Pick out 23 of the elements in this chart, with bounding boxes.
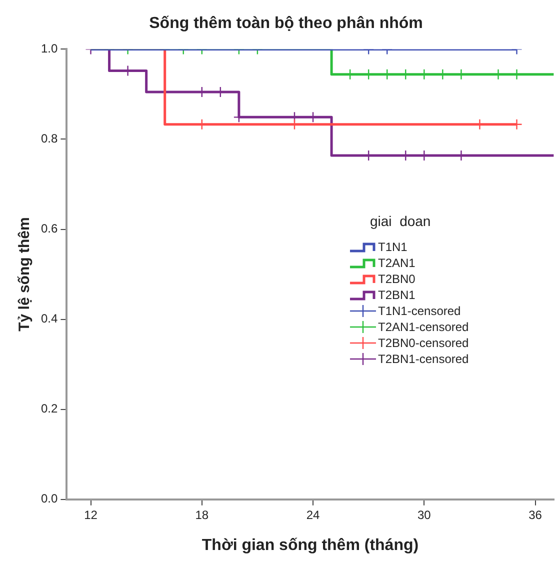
y-tick-label: 0.8	[40, 132, 58, 146]
legend-label: T2AN1-censored	[378, 319, 469, 335]
legend-label: T2AN1	[378, 255, 416, 271]
legend-label: T2BN0-censored	[378, 335, 469, 351]
x-axis-title: Thời gian sống thêm (tháng)	[202, 536, 419, 554]
y-tick-label: 0.6	[40, 222, 58, 236]
legend-label: T2BN1	[378, 287, 416, 303]
legend-label: T1N1-censored	[378, 303, 461, 319]
legend-label: T2BN0	[378, 271, 416, 287]
chart-title: Sống thêm toàn bộ theo phân nhóm	[149, 15, 423, 32]
x-tick-label: 18	[195, 508, 209, 522]
y-axis-title: Tỷ lệ sống thêm	[16, 217, 34, 332]
x-tick-label: 12	[84, 508, 98, 522]
legend-title: giai doan	[370, 213, 432, 229]
legend-label: T1N1	[378, 239, 408, 255]
legend-label: T2BN1-censored	[378, 351, 469, 367]
y-tick-label: 0.0	[40, 492, 58, 506]
y-tick-label: 0.2	[40, 402, 58, 416]
x-tick-label: 24	[306, 508, 320, 522]
x-tick-label: 30	[417, 508, 432, 522]
x-tick-label: 36	[528, 508, 542, 522]
y-tick-label: 0.4	[40, 312, 58, 326]
y-tick-label: 1.0	[40, 42, 58, 56]
